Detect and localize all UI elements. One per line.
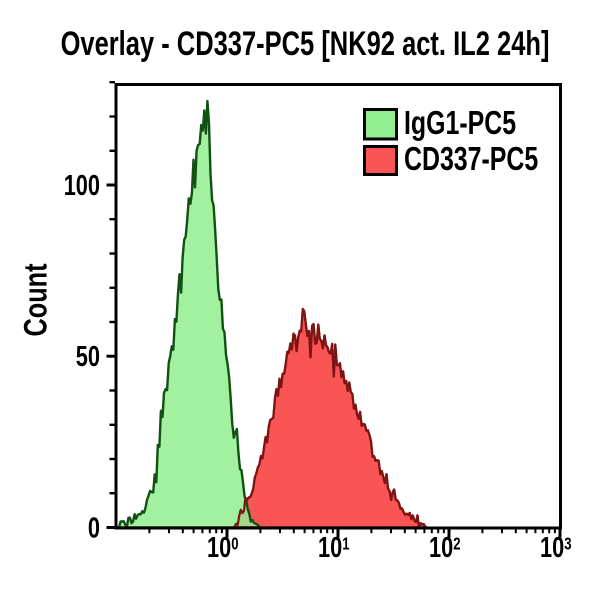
svg-text:0: 0 [88,513,100,545]
svg-text:Overlay - CD337-PC5 [NK92 act.: Overlay - CD337-PC5 [NK92 act. IL2 24h] [61,26,550,63]
svg-text:Count: Count [19,263,55,336]
svg-text:100: 100 [64,170,100,202]
svg-text:CD337-PC5: CD337-PC5 [404,142,538,178]
svg-text:IgG1-PC5: IgG1-PC5 [404,106,516,142]
svg-text:50: 50 [76,341,100,373]
